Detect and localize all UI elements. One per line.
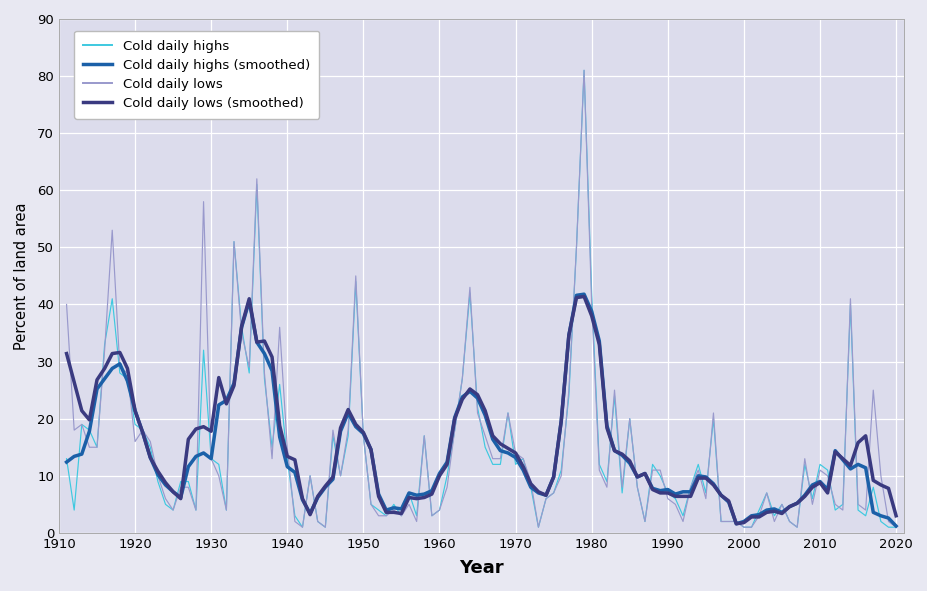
- Legend: Cold daily highs, Cold daily highs (smoothed), Cold daily lows, Cold daily lows : Cold daily highs, Cold daily highs (smoo…: [74, 31, 319, 119]
- X-axis label: Year: Year: [459, 559, 503, 577]
- Y-axis label: Percent of land area: Percent of land area: [14, 202, 29, 350]
